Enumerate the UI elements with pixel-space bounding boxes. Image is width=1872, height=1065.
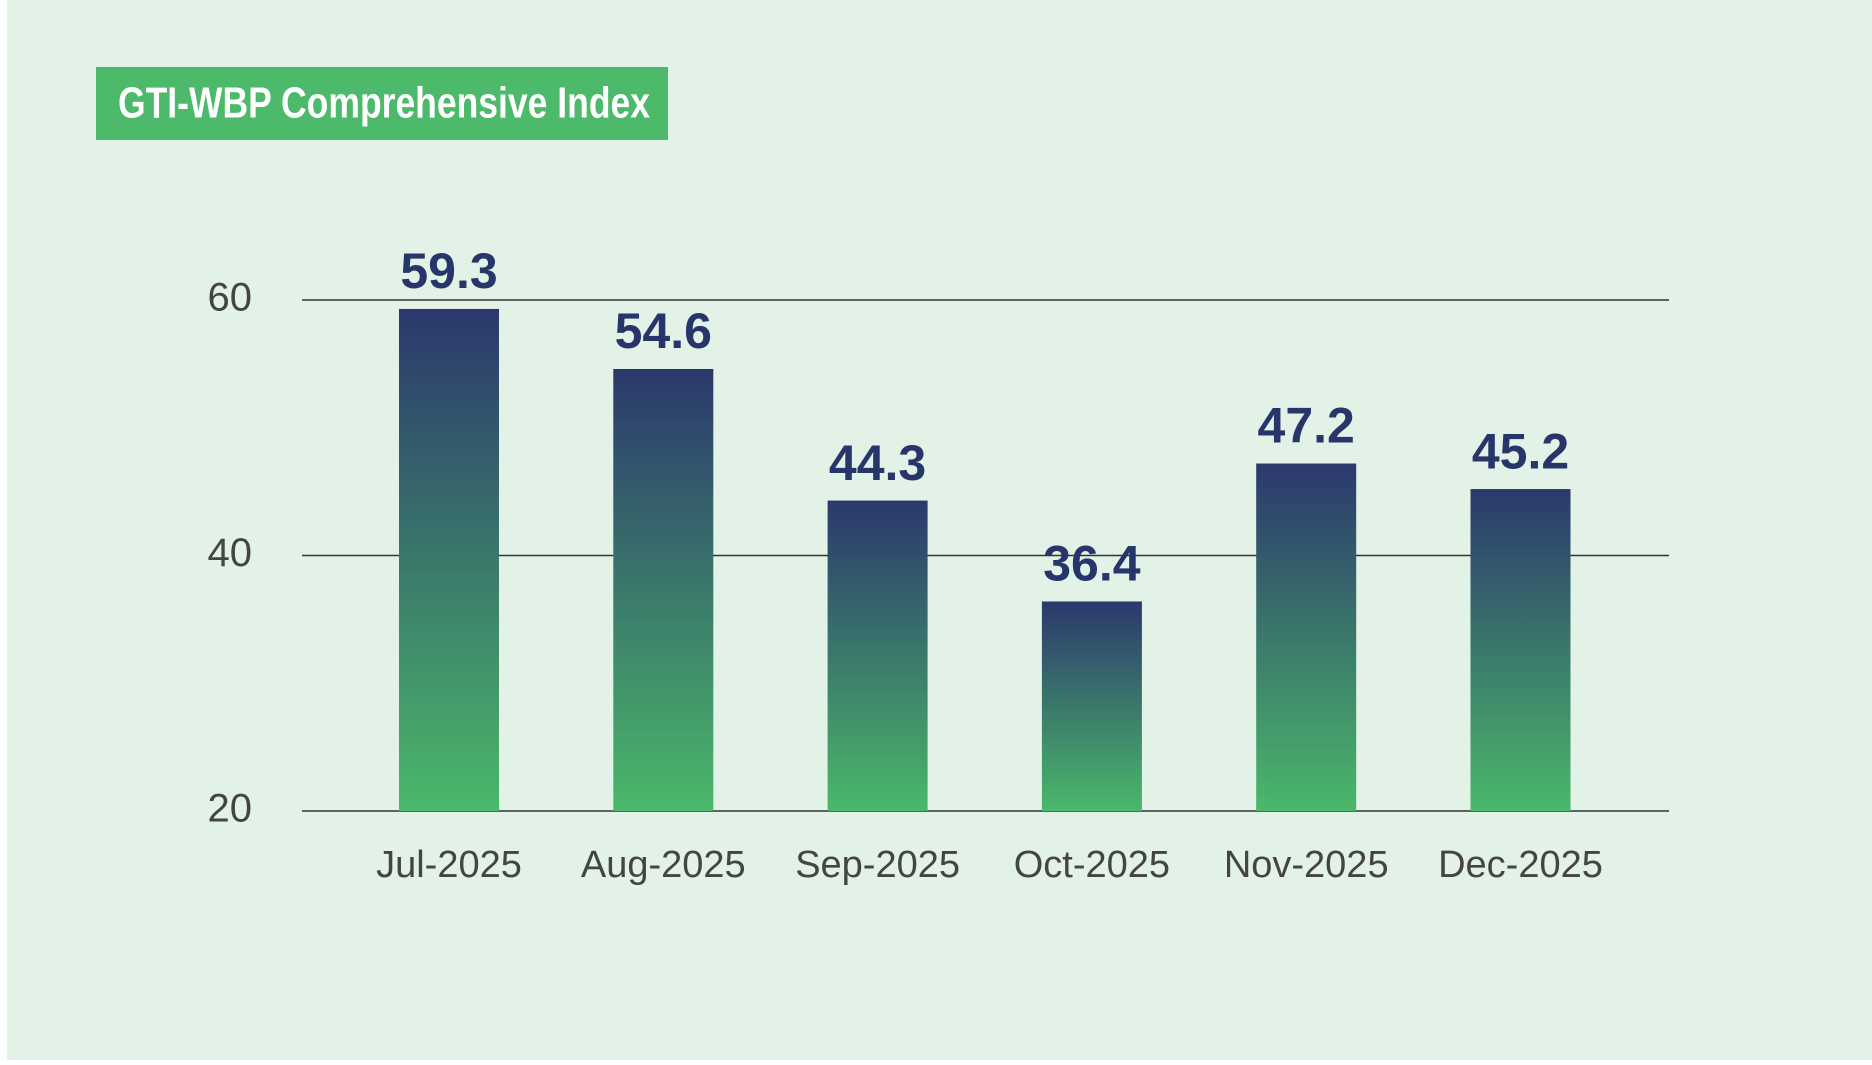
- x-tick-label: Dec-2025: [1438, 844, 1603, 886]
- value-label: 59.3: [400, 243, 497, 299]
- x-tick-label: Jul-2025: [376, 844, 522, 886]
- bar: [1041, 601, 1142, 811]
- background: [7, 0, 1872, 1060]
- title-box: [96, 67, 668, 140]
- value-label: 36.4: [1043, 536, 1141, 592]
- x-tick-label: Aug-2025: [581, 844, 746, 886]
- y-tick-label: 20: [208, 787, 253, 831]
- bar: [1470, 489, 1571, 811]
- value-label: 44.3: [829, 435, 926, 491]
- y-tick-label: 40: [208, 531, 253, 575]
- value-label: 45.2: [1472, 423, 1569, 479]
- y-tick-label: 60: [208, 276, 253, 320]
- value-label: 54.6: [615, 303, 712, 359]
- bar: [1256, 463, 1357, 811]
- chart-title: GTI-WBP Comprehensive Index: [118, 79, 650, 128]
- bar: [399, 308, 499, 811]
- x-tick-label: Nov-2025: [1224, 844, 1389, 886]
- value-label: 47.2: [1258, 398, 1355, 454]
- x-tick-label: Sep-2025: [795, 844, 960, 886]
- bar: [613, 368, 714, 811]
- x-tick-label: Oct-2025: [1014, 844, 1170, 886]
- bar: [827, 500, 928, 811]
